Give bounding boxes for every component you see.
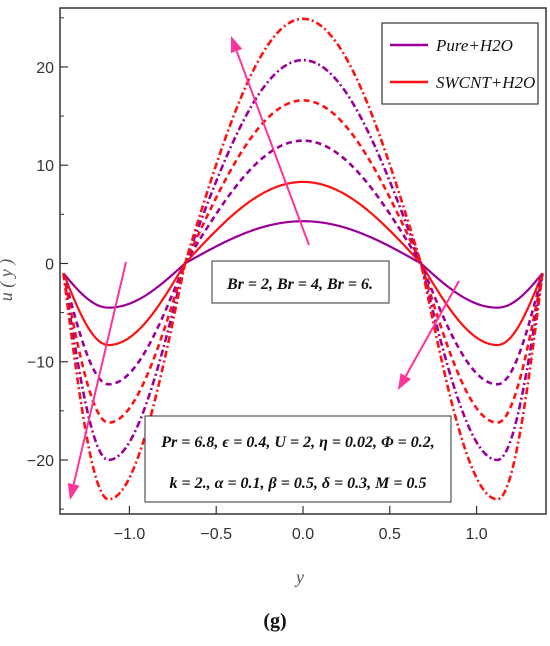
x-tick-label: 0.0 [292, 526, 314, 543]
series-line-4 [62, 58, 544, 462]
y-tick-label: 0 [45, 256, 54, 273]
series-line-3 [62, 99, 544, 424]
arrow-up-br [230, 36, 310, 246]
params-line-2: k = 2., α = 0.1, β = 0.5, δ = 0.3, M = 0… [169, 475, 426, 492]
legend-label-swcnt: SWCNT+H2O [436, 73, 535, 92]
params-line-1: Pr = 6.8, ϵ = 0.4, U = 2, η = 0.02, Φ = … [160, 434, 434, 451]
x-tick-label: 1.0 [465, 526, 487, 543]
arrows-group [67, 36, 460, 500]
br-annotation: Br = 2, Br = 4, Br = 6. [211, 260, 390, 304]
br-annotation-box [211, 260, 390, 304]
x-tick-label: 0.5 [379, 526, 401, 543]
ticks-group: −1.0 −0.5 0.0 0.5 1.0 −20 −10 0 10 20 [27, 17, 488, 543]
series-line-2 [62, 139, 544, 386]
figure-caption: (g) [263, 610, 287, 632]
br-annotation-text: Br = 2, Br = 4, Br = 6. [226, 276, 373, 293]
series-line-0 [62, 220, 544, 309]
y-tick-label: −20 [27, 453, 54, 470]
x-tick-label: −1.0 [114, 526, 146, 543]
curves-group [62, 17, 544, 501]
params-annotation: Pr = 6.8, ϵ = 0.4, U = 2, η = 0.02, Φ = … [144, 415, 452, 503]
x-tick-label: −0.5 [200, 526, 232, 543]
legend-box [381, 22, 539, 105]
y-tick-label: 10 [36, 158, 54, 175]
params-annotation-box [144, 415, 452, 503]
series-line-1 [62, 180, 544, 347]
y-tick-label: 20 [36, 60, 54, 77]
x-axis-label: y [294, 567, 304, 587]
legend-label-pure: Pure+H2O [435, 36, 513, 55]
y-tick-label: −10 [27, 355, 54, 372]
legend: Pure+H2O SWCNT+H2O [381, 22, 539, 105]
arrow-down-left-br [67, 261, 127, 500]
y-axis-label: u ( y ) [0, 259, 17, 301]
arrow-down-right-br [398, 280, 460, 390]
series-line-5 [62, 17, 544, 501]
